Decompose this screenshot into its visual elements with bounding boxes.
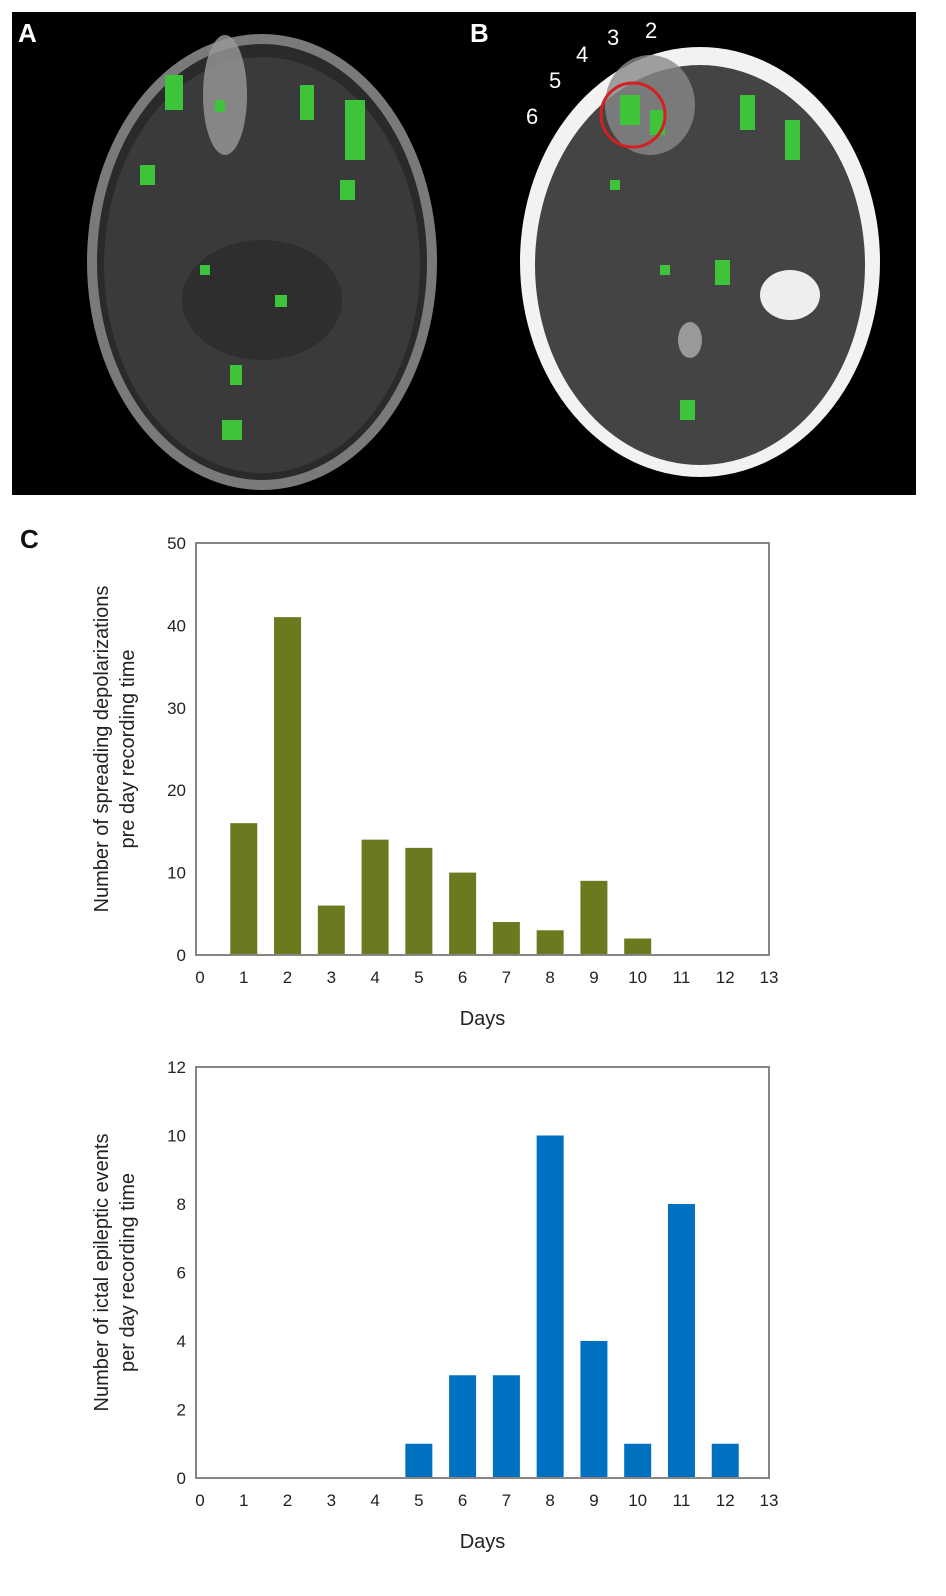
y-tick-label: 2 xyxy=(177,1401,186,1420)
x-tick-label: 12 xyxy=(716,968,735,987)
x-tick-label: 9 xyxy=(589,1491,598,1510)
bar-day-8 xyxy=(536,930,564,955)
x-tick-label: 11 xyxy=(673,1491,691,1510)
bar-day-6 xyxy=(449,872,477,955)
x-tick-label: 4 xyxy=(370,968,379,987)
plot-frame xyxy=(195,542,770,956)
y-tick-label: 40 xyxy=(167,616,186,635)
y-tick-label: 8 xyxy=(177,1195,186,1214)
x-tick-label: 7 xyxy=(502,968,511,987)
x-tick-label: 0 xyxy=(195,1491,204,1510)
bar-day-1 xyxy=(230,823,258,955)
x-tick-label: 9 xyxy=(589,968,598,987)
x-tick-label: 1 xyxy=(239,968,248,987)
bar-day-7 xyxy=(492,1375,520,1478)
x-tick-label: 2 xyxy=(283,968,292,987)
x-tick-label: 5 xyxy=(414,968,423,987)
electrode-number: 5 xyxy=(549,68,561,93)
bar-day-3 xyxy=(317,905,345,955)
x-axis-label: Days xyxy=(460,1008,506,1030)
x-tick-label: 8 xyxy=(545,968,554,987)
bar-day-7 xyxy=(492,922,520,955)
x-tick-label: 5 xyxy=(414,1491,423,1510)
x-tick-label: 7 xyxy=(502,1491,511,1510)
y-axis-label: Number of ictal epileptic events xyxy=(91,1134,113,1412)
y-axis-label: pre day recording time xyxy=(117,650,139,849)
highlight-circle xyxy=(599,81,667,149)
overlay-regions-b xyxy=(610,95,800,420)
x-tick-label: 10 xyxy=(628,968,647,987)
brain-images-panel: A B 2 3 4 5 6 xyxy=(12,12,916,495)
bar-day-10 xyxy=(624,1443,652,1478)
x-tick-label: 0 xyxy=(195,968,204,987)
spreading-depolarizations-chart: 0 1 2 3 4 5 6 7 8 9 10 11 12 1301020304050DaysNumber … xyxy=(91,534,778,1030)
x-tick-label: 13 xyxy=(760,968,779,987)
x-tick-label: 3 xyxy=(327,1491,336,1510)
panel-label-c: C xyxy=(20,524,39,554)
bar-day-9 xyxy=(580,1341,608,1478)
x-tick-label: 6 xyxy=(458,1491,467,1510)
y-axis-label: Number of spreading depolarizations xyxy=(91,586,113,913)
plot-frame xyxy=(195,1066,770,1479)
x-tick-label: 4 xyxy=(370,1491,379,1510)
y-tick-label: 6 xyxy=(177,1264,186,1283)
ct-image-b xyxy=(520,47,880,477)
bar-day-5 xyxy=(405,847,433,955)
x-tick-label: 11 xyxy=(673,968,691,987)
bar-day-5 xyxy=(405,1443,433,1478)
electrode-number: 3 xyxy=(607,25,619,50)
bar-day-10 xyxy=(624,938,652,955)
x-tick-label: 2 xyxy=(283,1491,292,1510)
bar-day-12 xyxy=(711,1443,739,1478)
panel-label-b: B xyxy=(470,18,489,48)
bar-day-8 xyxy=(536,1135,564,1478)
electrode-number: 2 xyxy=(645,18,657,43)
y-tick-label: 10 xyxy=(167,1127,186,1146)
y-axis-label: per day recording time xyxy=(117,1173,139,1372)
y-tick-label: 12 xyxy=(167,1058,186,1077)
x-tick-label: 1 xyxy=(239,1491,248,1510)
y-tick-label: 4 xyxy=(177,1332,186,1351)
y-tick-label: 0 xyxy=(177,1469,186,1488)
overlay-regions-a xyxy=(140,75,365,440)
bar-day-6 xyxy=(449,1375,477,1478)
mri-image-a xyxy=(87,34,437,490)
x-axis-label: Days xyxy=(460,1531,506,1553)
electrode-number: 4 xyxy=(576,42,588,67)
bar-day-11 xyxy=(667,1204,695,1478)
y-tick-label: 0 xyxy=(177,946,186,965)
y-tick-label: 50 xyxy=(167,534,186,553)
bar-day-4 xyxy=(361,839,389,955)
y-tick-label: 30 xyxy=(167,699,186,718)
x-tick-label: 6 xyxy=(458,968,467,987)
x-tick-label: 8 xyxy=(545,1491,554,1510)
bar-day-2 xyxy=(274,617,302,955)
x-tick-label: 10 xyxy=(628,1491,647,1510)
x-tick-label: 12 xyxy=(716,1491,735,1510)
panel-label-a: A xyxy=(18,18,37,48)
x-tick-label: 3 xyxy=(327,968,336,987)
y-tick-label: 20 xyxy=(167,781,186,800)
electrode-number: 6 xyxy=(526,104,538,129)
x-tick-label: 13 xyxy=(760,1491,779,1510)
y-tick-label: 10 xyxy=(167,864,186,883)
bar-day-9 xyxy=(580,880,608,955)
